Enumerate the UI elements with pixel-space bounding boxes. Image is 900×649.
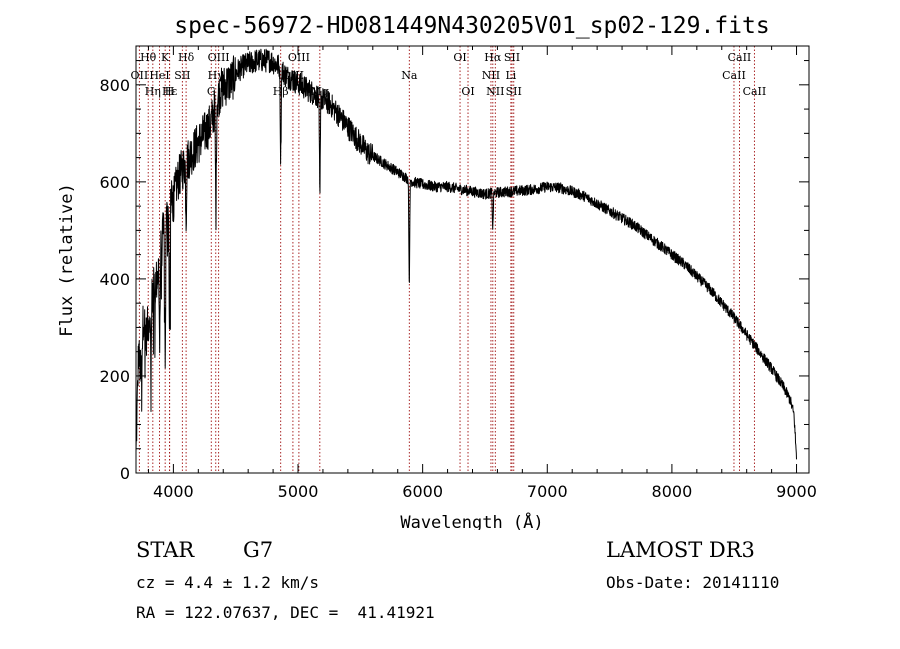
line-label: Hε xyxy=(162,85,178,98)
spectrum-line xyxy=(135,48,797,460)
object-class: STAR xyxy=(136,538,195,562)
line-label: NII xyxy=(486,85,504,98)
x-tick-label: 5000 xyxy=(278,482,319,501)
line-label: Hα xyxy=(484,51,502,64)
x-tick-label: 7000 xyxy=(527,482,568,501)
line-label-layer: Hθ OII Hη K HeI Hε SII Hδ H OIII Hγ G OIII OIII Hβ Mg Na… xyxy=(131,51,767,98)
y-tick-label: 400 xyxy=(99,270,130,289)
line-label: Li xyxy=(505,69,516,82)
coordinates: RA = 122.07637, DEC = 41.41921 xyxy=(136,603,435,622)
line-label: Hθ xyxy=(140,51,157,64)
line-label: Hη xyxy=(145,85,161,98)
line-label: SII xyxy=(504,51,520,64)
observation-date: Obs-Date: 20141110 xyxy=(606,573,780,592)
line-label: Hγ xyxy=(208,69,225,82)
y-tick-label: 600 xyxy=(99,173,130,192)
line-label: CaII xyxy=(743,85,767,98)
line-label: Mg xyxy=(311,85,329,98)
x-tick-label: 6000 xyxy=(402,482,443,501)
line-label: SII xyxy=(506,85,522,98)
line-label: G xyxy=(207,85,216,98)
line-label: OII xyxy=(131,69,149,82)
plot-frame xyxy=(135,45,810,474)
y-axis-label: Flux (relative) xyxy=(57,183,77,337)
redshift-value: cz = 4.4 ± 1.2 km/s xyxy=(136,573,320,592)
x-tick-label: 8000 xyxy=(652,482,693,501)
line-label: K xyxy=(161,51,170,64)
axis-layer: 4000 5000 6000 7000 8000 9000 0 200 400 600 800 xyxy=(99,46,817,501)
line-label: HeI xyxy=(149,69,169,82)
line-label: SII xyxy=(174,69,190,82)
spectrum-chart: spec-56972-HD081449N430205V01_sp02-129.f… xyxy=(57,13,817,530)
y-tick-label: 200 xyxy=(99,367,130,386)
line-label: H xyxy=(165,85,175,98)
x-axis-label: Wavelength (Å) xyxy=(400,511,543,530)
line-label: OI xyxy=(461,85,474,98)
line-label: OIII xyxy=(288,51,310,64)
line-label: NII xyxy=(482,69,500,82)
x-tick-label: 4000 xyxy=(153,482,194,501)
line-marker-layer xyxy=(138,46,755,473)
line-label: Hβ xyxy=(273,85,289,98)
y-tick-label: 800 xyxy=(99,76,130,95)
line-label: CaII xyxy=(722,69,746,82)
line-label: Na xyxy=(401,69,418,82)
line-label: OIII xyxy=(208,51,230,64)
line-label: CaII xyxy=(728,51,752,64)
x-tick-label: 9000 xyxy=(776,482,817,501)
chart-title: spec-56972-HD081449N430205V01_sp02-129.f… xyxy=(174,13,769,39)
line-label: OIII xyxy=(282,69,304,82)
spectrum-layer xyxy=(135,48,797,460)
y-tick-label: 0 xyxy=(120,464,130,483)
line-label: OI xyxy=(453,51,466,64)
line-label: Hδ xyxy=(178,51,195,64)
spectral-subclass: G7 xyxy=(243,538,274,562)
survey-name: LAMOST DR3 xyxy=(606,538,755,562)
